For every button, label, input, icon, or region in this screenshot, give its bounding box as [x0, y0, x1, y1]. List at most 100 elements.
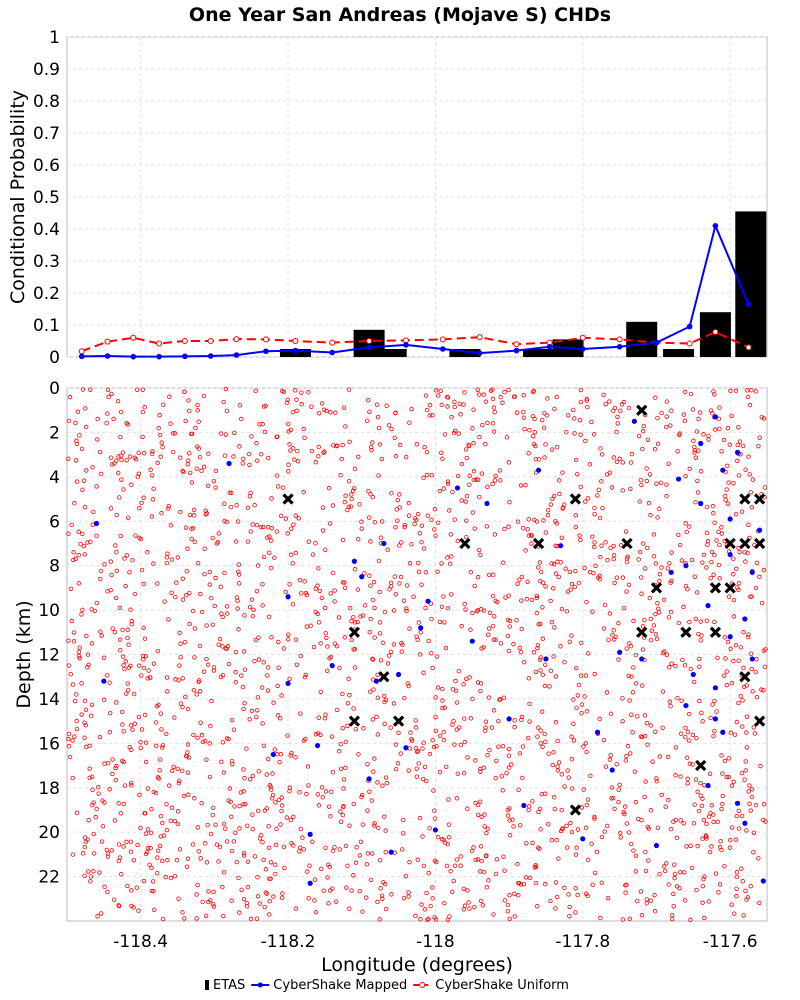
uniform-dot	[446, 797, 451, 802]
uniform-dot	[125, 627, 130, 632]
uniform-dot	[91, 800, 96, 805]
uniform-dot	[441, 738, 447, 743]
uniform-dot	[741, 913, 746, 918]
uniform-dot	[155, 870, 160, 876]
uniform-dot	[654, 636, 660, 642]
uniform-dot	[274, 826, 279, 832]
uniform-dot	[653, 561, 659, 566]
uniform-dot	[89, 607, 94, 612]
uniform-dot	[367, 515, 372, 520]
uniform-dot	[693, 455, 699, 460]
uniform-dot	[520, 744, 526, 749]
uniform-dot	[108, 559, 114, 564]
uniform-dot	[540, 417, 545, 423]
uniform-dot	[515, 861, 520, 867]
uniform-dot	[98, 576, 103, 582]
depth-y-axis-label: Depth (km)	[13, 600, 35, 708]
uniform-dot	[119, 457, 124, 463]
uniform-dot	[370, 440, 375, 445]
uniform-dot	[79, 681, 84, 686]
uniform-dot	[463, 607, 468, 612]
uniform-dot	[555, 894, 560, 900]
uniform-dot	[392, 574, 397, 579]
uniform-dot	[102, 800, 107, 805]
uniform-dot	[433, 533, 438, 538]
uniform-dot	[664, 861, 669, 866]
uniform-dot	[146, 668, 151, 673]
uniform-dot	[696, 808, 702, 814]
uniform-dot	[590, 882, 595, 888]
uniform-dot	[284, 815, 290, 820]
uniform-dot	[183, 418, 188, 424]
uniform-dot	[237, 910, 242, 915]
uniform-dot	[130, 727, 135, 732]
etas-marker	[754, 493, 766, 505]
uniform-dot	[366, 489, 371, 494]
uniform-dot	[138, 825, 143, 831]
uniform-dot	[283, 589, 288, 595]
uniform-dot	[378, 886, 383, 891]
uniform-dot	[204, 757, 209, 762]
uniform-dot	[343, 739, 349, 745]
uniform-dot	[245, 539, 251, 544]
uniform-dot	[388, 584, 394, 589]
uniform-dot	[610, 632, 615, 638]
uniform-dot	[180, 704, 185, 710]
mapped-dot	[727, 516, 733, 522]
uniform-dot	[471, 845, 476, 850]
uniform-dot	[321, 888, 326, 893]
uniform-dot	[81, 478, 87, 483]
uniform-dot	[704, 565, 709, 570]
uniform-dot	[158, 711, 164, 716]
uniform-dot	[692, 574, 698, 579]
uniform-dot	[717, 845, 723, 850]
uniform-dot	[425, 513, 430, 518]
uniform-dot	[265, 665, 271, 670]
uniform-dot	[528, 532, 534, 538]
uniform-dot	[141, 657, 146, 662]
uniform-dot	[743, 467, 748, 472]
uniform-dot	[245, 505, 251, 511]
uniform-dot	[205, 483, 211, 489]
uniform-dot	[330, 848, 336, 854]
uniform-dot	[719, 806, 724, 812]
uniform-dot	[356, 537, 361, 542]
uniform-dot	[452, 404, 457, 410]
uniform-dot	[695, 789, 700, 794]
uniform-dot	[652, 447, 658, 452]
uniform-dot	[228, 799, 233, 804]
uniform-dot	[534, 593, 540, 599]
uniform-dot	[682, 389, 688, 395]
uniform-dot	[648, 616, 654, 622]
uniform-dot	[184, 569, 190, 574]
uniform-dot	[189, 536, 194, 541]
uniform-dot	[735, 442, 740, 448]
uniform-dot	[224, 646, 229, 652]
uniform-dot	[137, 535, 142, 541]
uniform-dot	[145, 827, 151, 832]
uniform-dot	[389, 426, 394, 432]
y-tick-label: 0.1	[33, 316, 60, 336]
uniform-dot	[304, 869, 310, 874]
uniform-dot	[237, 403, 243, 408]
uniform-dot	[386, 653, 392, 658]
uniform-dot	[151, 889, 156, 894]
uniform-dot	[358, 614, 363, 619]
uniform-dot	[536, 622, 541, 627]
uniform-dot	[725, 639, 731, 645]
uniform-dot	[235, 606, 240, 611]
uniform-dot	[393, 525, 398, 530]
uniform-dot	[749, 666, 754, 672]
uniform-dot	[185, 706, 191, 712]
uniform-dot	[127, 570, 132, 575]
uniform-dot	[722, 635, 727, 640]
uniform-dot	[300, 835, 305, 840]
uniform-dot	[158, 454, 163, 459]
uniform-dot	[102, 884, 107, 890]
uniform-dot	[393, 742, 399, 747]
uniform-dot	[133, 533, 138, 538]
uniform-dot	[70, 738, 75, 743]
uniform-dot	[515, 519, 521, 524]
uniform-dot	[94, 484, 99, 489]
uniform-dot	[657, 506, 662, 512]
